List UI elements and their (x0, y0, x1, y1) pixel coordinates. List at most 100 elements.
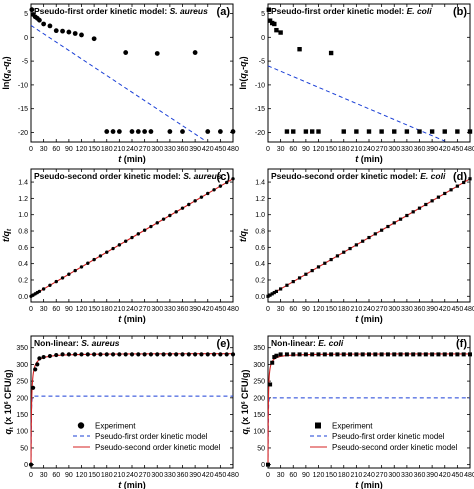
data-point (379, 352, 384, 357)
y-tick-label: -15 (18, 106, 28, 113)
y-tick-label: 0 (261, 35, 265, 42)
x-tick-label: 480 (464, 306, 474, 313)
x-tick-label: 390 (189, 146, 201, 153)
data-point (285, 283, 289, 287)
data-point (462, 180, 466, 185)
data-point (35, 362, 40, 367)
panel-label: (c) (217, 171, 231, 183)
x-tick-label: 210 (351, 306, 363, 313)
data-point (28, 462, 34, 467)
data-point (92, 352, 97, 357)
data-point (98, 352, 103, 357)
x-axis-label: t (min) (118, 154, 146, 164)
x-tick-label: 480 (227, 472, 239, 479)
y-tick-label: 5 (261, 11, 265, 18)
y-tick-label: 1.0 (255, 212, 265, 219)
panel-c: 0 30 60 90 120 150 180 210 240 270 300 330 360 390 420… (1, 168, 239, 324)
y-tick-label: 350 (253, 345, 265, 352)
y-tick-label: 0.0 (255, 294, 265, 301)
data-point (329, 257, 333, 262)
data-point (270, 360, 275, 365)
data-point (429, 129, 435, 134)
x-tick-label: 240 (363, 146, 375, 153)
data-point (98, 254, 103, 258)
x-tick-label: 450 (215, 306, 227, 313)
x-tick-label: 30 (277, 306, 285, 313)
x-tick-label: 330 (401, 472, 413, 479)
panel-label: (a) (217, 6, 231, 18)
data-point (385, 352, 390, 357)
y-tick-label: 100 (253, 429, 265, 436)
data-point (230, 352, 236, 357)
data-point (105, 250, 109, 254)
y-axis-label: ln(qe-qt) (238, 56, 250, 89)
data-point (79, 265, 84, 269)
x-tick-label: 90 (65, 146, 73, 153)
data-point (303, 129, 309, 134)
x-tick-label: 300 (388, 472, 400, 479)
data-point (217, 129, 223, 134)
x-tick-label: 450 (452, 472, 464, 479)
y-tick-label: 0.0 (18, 294, 28, 301)
data-point (111, 246, 115, 251)
data-point (335, 254, 340, 258)
panel-title: Pseudo-first order kinetic model: S. aur… (34, 6, 208, 16)
data-point (73, 268, 77, 273)
pfo-model-curve (267, 397, 470, 465)
x-tick-label: 0 (266, 472, 270, 479)
data-point (187, 202, 191, 207)
data-point (92, 257, 96, 262)
data-point (335, 352, 340, 357)
data-point (297, 352, 302, 357)
y-tick-label: -5 (22, 59, 28, 66)
data-point (278, 352, 283, 357)
data-point (136, 352, 141, 357)
x-tick-label: 480 (227, 146, 239, 153)
data-point (309, 129, 315, 134)
data-point (79, 352, 84, 357)
panel-title: Pseudo-first order kinetic model: E. col… (271, 6, 432, 16)
data-point (348, 246, 352, 251)
x-axis-label: t (min) (355, 314, 383, 324)
x-tick-label: 360 (414, 146, 426, 153)
x-axis-label: t (min) (118, 314, 146, 324)
data-point (85, 352, 90, 357)
y-tick-label: -15 (255, 106, 265, 113)
plot-frame (30, 3, 234, 143)
plot-frame (30, 168, 234, 303)
data-point (168, 213, 172, 218)
x-tick-label: 330 (164, 472, 176, 479)
data-point (367, 235, 371, 240)
y-tick-label: 0 (24, 462, 28, 469)
x-tick-label: 270 (139, 472, 151, 479)
x-tick-label: 90 (65, 306, 73, 313)
x-tick-label: 390 (426, 472, 438, 479)
x-tick-label: 270 (139, 306, 151, 313)
x-tick-label: 150 (325, 472, 337, 479)
data-point (404, 129, 410, 134)
data-point (60, 276, 65, 280)
pfo-model-curve (30, 395, 233, 465)
legend-pso-label: Pseudo-second order kinetic model (95, 443, 221, 452)
data-point (354, 352, 359, 357)
x-tick-label: 330 (401, 146, 413, 153)
x-tick-label: 270 (139, 146, 151, 153)
panel-e: 0 30 60 90 120 150 180 210 240 270 300 330 360 390 420… (3, 335, 239, 489)
data-point (72, 31, 78, 36)
y-tick-label: -10 (18, 82, 28, 89)
data-point (405, 213, 409, 218)
y-tick-label: -5 (259, 59, 265, 66)
y-tick-label: 200 (16, 395, 28, 402)
panel-title: Pseudo-second order kinetic model: E. co… (271, 171, 446, 181)
data-point (467, 129, 473, 134)
data-point (272, 21, 277, 27)
data-point (297, 276, 302, 280)
data-point (91, 36, 97, 42)
data-point (323, 261, 327, 265)
x-tick-label: 120 (76, 306, 88, 313)
x-tick-label: 90 (302, 146, 310, 153)
panel-d: 0 30 60 90 120 150 180 210 240 270 300 330 360 390 420… (238, 168, 474, 324)
x-tick-label: 240 (126, 146, 138, 153)
data-point (266, 462, 270, 467)
